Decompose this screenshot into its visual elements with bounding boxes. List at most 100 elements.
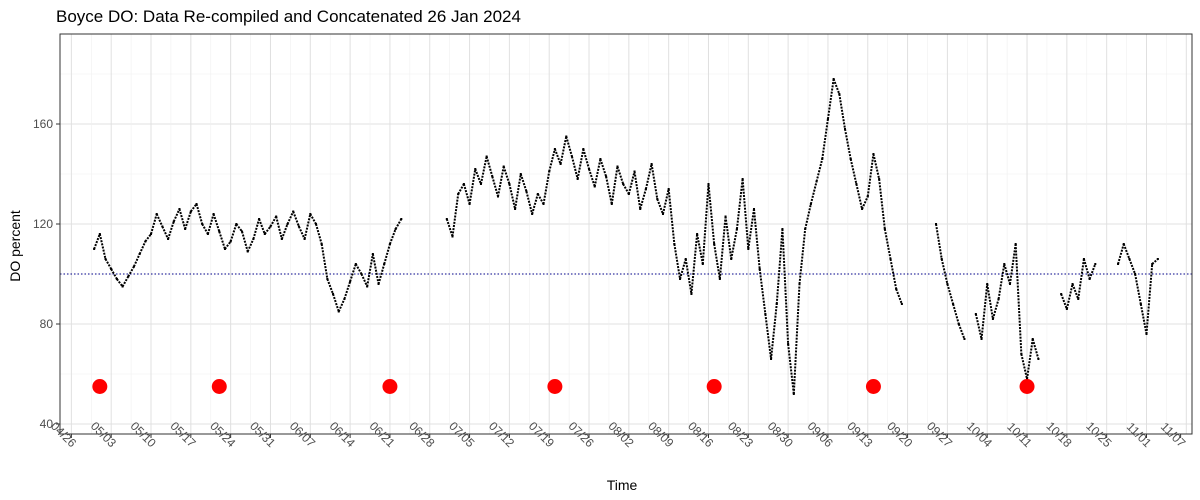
data-segment <box>809 181 818 205</box>
data-segment <box>1060 293 1068 310</box>
data-segment <box>1077 258 1085 300</box>
data-segment <box>246 238 255 252</box>
data-segment <box>497 166 505 197</box>
data-segment <box>724 216 733 260</box>
data-segment <box>241 231 249 252</box>
data-segment <box>690 233 699 295</box>
data-segment <box>508 183 517 210</box>
data-segment <box>718 216 727 280</box>
data-segment <box>269 216 278 227</box>
data-segment <box>280 223 289 240</box>
data-segment <box>821 118 829 160</box>
data-segment <box>309 213 317 225</box>
data-segment <box>98 233 107 260</box>
data-segment <box>1128 258 1137 275</box>
data-segment <box>815 158 824 182</box>
data-segment <box>224 240 232 250</box>
data-segment <box>838 93 846 130</box>
data-segment <box>275 216 283 240</box>
data-segment <box>1031 338 1040 360</box>
data-segment <box>491 176 499 197</box>
data-segment <box>792 283 801 395</box>
data-segment <box>1151 258 1159 265</box>
data-segment <box>644 163 653 190</box>
y-axis-ticks: 40 80 120 160 <box>33 117 60 431</box>
data-segment <box>161 226 169 240</box>
data-segment <box>593 158 602 187</box>
data-segment <box>735 178 744 230</box>
sample-marker <box>547 379 563 394</box>
data-segment <box>752 208 761 270</box>
data-segment <box>548 148 556 172</box>
data-segment <box>832 78 841 95</box>
data-segment <box>1139 303 1148 335</box>
sample-marker <box>92 379 108 394</box>
data-segment <box>627 171 636 195</box>
data-segment <box>991 298 1000 320</box>
data-segment <box>798 228 807 285</box>
plot-panel-border <box>59 33 1193 435</box>
data-segment <box>258 218 266 235</box>
data-segment <box>872 153 881 180</box>
data-segment <box>377 263 386 285</box>
data-point <box>963 338 966 340</box>
data-segment <box>889 258 898 290</box>
data-segment <box>701 183 710 265</box>
data-segment <box>155 213 164 227</box>
data-segment <box>679 258 687 280</box>
data-segment <box>360 273 369 287</box>
data-segment <box>337 298 346 312</box>
data-segment <box>542 171 551 205</box>
data-segment <box>1071 283 1080 300</box>
data-segment <box>394 218 403 230</box>
data-segment <box>775 228 784 305</box>
data-segment <box>730 228 738 260</box>
data-segment <box>957 323 966 340</box>
data-segment <box>673 243 682 280</box>
data-segment <box>263 225 272 235</box>
data-segment <box>582 148 590 170</box>
data-segment <box>986 283 994 320</box>
data-segment <box>1020 353 1029 380</box>
data-segment <box>462 183 471 205</box>
data-segment <box>952 303 960 325</box>
data-segment <box>1088 263 1097 280</box>
data-segment <box>468 168 477 205</box>
sample-markers <box>92 379 1035 394</box>
y-tick-label: 120 <box>33 217 53 231</box>
data-segment <box>1117 243 1125 265</box>
data-segment <box>861 196 869 210</box>
data-segment <box>656 198 664 215</box>
data-segment <box>383 243 391 265</box>
data-segment <box>536 193 545 205</box>
data-segment <box>707 183 716 245</box>
data-segment <box>485 156 494 177</box>
data-segment <box>764 313 773 360</box>
data-segment <box>127 266 135 277</box>
data-segment <box>1122 243 1131 260</box>
data-segment <box>474 168 482 185</box>
data-segment <box>178 208 187 230</box>
data-segment <box>514 173 522 210</box>
data-segment <box>451 193 460 237</box>
data-segment <box>138 241 147 255</box>
data-segment <box>121 276 130 287</box>
data-point <box>1037 358 1040 360</box>
sample-marker <box>1019 379 1035 394</box>
data-segment <box>133 253 141 267</box>
data-segment <box>559 136 568 165</box>
data-segment <box>826 78 835 120</box>
sample-marker <box>706 379 722 394</box>
data-segment <box>895 288 903 305</box>
x-axis-title: Time <box>607 477 638 493</box>
data-segment <box>946 283 955 305</box>
data-segment <box>553 148 562 165</box>
data-segment <box>878 178 886 230</box>
data-segment <box>116 278 124 288</box>
data-segment <box>315 223 323 245</box>
data-point <box>1094 263 1097 265</box>
sample-marker <box>211 379 227 394</box>
data-segment <box>110 268 118 280</box>
data-segment <box>235 223 243 233</box>
